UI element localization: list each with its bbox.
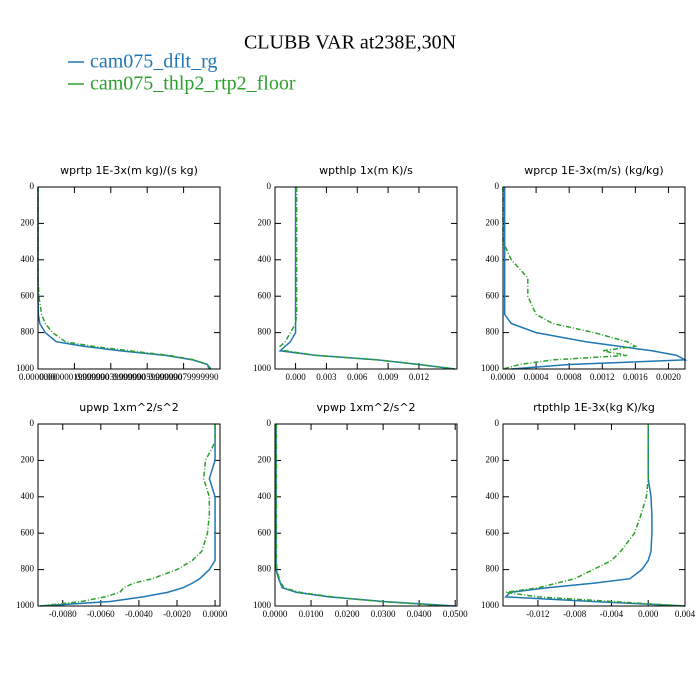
y-tick-label: 200 — [21, 454, 35, 464]
x-tick-label: 0.004 — [675, 609, 696, 619]
y-tick-label: 200 — [21, 217, 35, 227]
x-tick-label: 0.0000 — [263, 609, 288, 619]
panel-title: rtpthlp 1E-3x(kg K)/kg — [533, 401, 655, 414]
y-tick-label: 0 — [495, 418, 500, 428]
x-tick-label: 0.0000 — [491, 372, 516, 382]
profile-line — [504, 424, 686, 607]
x-tick-label: 0.0300 — [371, 609, 396, 619]
y-tick-label: 400 — [21, 491, 35, 501]
x-tick-label: -0.008 — [563, 609, 587, 619]
y-tick-label: 600 — [258, 527, 272, 537]
x-tick-label: -0.004 — [600, 609, 624, 619]
y-tick-label: 400 — [258, 254, 272, 264]
plot-frame — [502, 423, 686, 607]
y-tick-label: 400 — [258, 491, 272, 501]
profile-line — [502, 187, 638, 370]
x-tick-label: 0.009 — [378, 372, 399, 382]
x-tick-label: 0.00000059999990 — [112, 372, 182, 382]
profile-line — [275, 424, 449, 607]
x-tick-label: 0.0008 — [557, 372, 582, 382]
x-tick-label: 0.0012 — [590, 372, 615, 382]
x-tick-label: 0.00000079999990 — [149, 372, 219, 382]
y-tick-label: 400 — [486, 254, 500, 264]
x-tick-label: 0.0200 — [335, 609, 360, 619]
profile-line — [39, 424, 216, 607]
x-tick-label: 0.0500 — [443, 609, 468, 619]
y-tick-label: 1000 — [16, 363, 35, 373]
y-tick-label: 1000 — [481, 363, 500, 373]
x-tick-label: 0.00000019999990 — [40, 372, 110, 382]
plot-frame — [274, 423, 458, 607]
y-tick-label: 600 — [258, 290, 272, 300]
panel-title: vpwp 1xm^2/s^2 — [316, 401, 415, 414]
panel-title: wpthlp 1x(m K)/s — [319, 164, 413, 177]
y-tick-label: 1000 — [253, 600, 272, 610]
x-tick-label: -0.0080 — [49, 609, 77, 619]
plot-frame — [274, 186, 458, 370]
profile-line — [279, 187, 456, 370]
y-tick-label: 0 — [267, 181, 272, 191]
y-tick-label: 600 — [486, 527, 500, 537]
y-tick-label: 0 — [30, 181, 35, 191]
y-tick-label: 200 — [258, 454, 272, 464]
y-tick-label: 200 — [258, 217, 272, 227]
y-tick-label: 800 — [21, 564, 35, 574]
x-tick-label: 0.012 — [409, 372, 429, 382]
plot-frame — [37, 423, 221, 607]
legend-label: cam075_thlp2_rtp2_floor — [90, 73, 296, 95]
profile-line — [37, 187, 212, 370]
x-tick-label: 0.0400 — [407, 609, 432, 619]
x-tick-label: -0.0040 — [125, 609, 153, 619]
y-tick-label: 1000 — [16, 600, 35, 610]
x-tick-label: 0.0020 — [656, 372, 681, 382]
legend-label: cam075_dflt_rg — [90, 51, 217, 73]
panel-title: wprcp 1E-3x(m/s) (kg/kg) — [524, 164, 663, 177]
x-tick-label: 0.0000 — [203, 609, 228, 619]
plot-frame — [37, 186, 221, 370]
x-tick-label: -0.012 — [526, 609, 549, 619]
panel-title: wprtp 1E-3x(m kg)/(s kg) — [60, 164, 198, 177]
profile-line — [39, 424, 216, 607]
y-tick-label: 0 — [495, 181, 500, 191]
profile-line — [275, 424, 456, 607]
profile-line — [37, 187, 210, 370]
x-tick-label: 0.000 — [638, 609, 659, 619]
y-tick-label: 1000 — [481, 600, 500, 610]
x-tick-label: -0.0020 — [163, 609, 191, 619]
y-tick-label: 800 — [258, 327, 272, 337]
x-tick-label: 0.0100 — [299, 609, 324, 619]
y-tick-label: 800 — [258, 564, 272, 574]
profile-line — [503, 187, 688, 370]
x-tick-label: -0.0060 — [87, 609, 115, 619]
x-tick-label: 0.006 — [347, 372, 368, 382]
profile-line — [505, 424, 686, 607]
profile-line — [278, 187, 456, 370]
y-tick-label: 400 — [21, 254, 35, 264]
x-tick-label: 0.003 — [316, 372, 337, 382]
y-tick-label: 0 — [30, 418, 35, 428]
y-tick-label: 600 — [486, 290, 500, 300]
x-tick-label: 0.0000000 — [19, 372, 58, 382]
y-tick-label: 0 — [267, 418, 272, 428]
panel-title: upwp 1xm^2/s^2 — [79, 401, 179, 414]
x-tick-label: 0.0016 — [623, 372, 648, 382]
plot-frame — [502, 186, 686, 370]
page-title: CLUBB VAR at238E,30N — [244, 32, 456, 54]
y-tick-label: 1000 — [253, 363, 272, 373]
y-tick-label: 600 — [21, 527, 35, 537]
y-tick-label: 200 — [486, 454, 500, 464]
y-tick-label: 600 — [21, 290, 35, 300]
x-tick-label: 0.00000039999990 — [76, 372, 146, 382]
x-tick-label: 0.0004 — [524, 372, 549, 382]
y-tick-label: 800 — [486, 564, 500, 574]
x-tick-label: 0.000 — [285, 372, 306, 382]
y-tick-label: 400 — [486, 491, 500, 501]
y-tick-label: 800 — [486, 327, 500, 337]
y-tick-label: 200 — [486, 217, 500, 227]
y-tick-label: 800 — [21, 327, 35, 337]
